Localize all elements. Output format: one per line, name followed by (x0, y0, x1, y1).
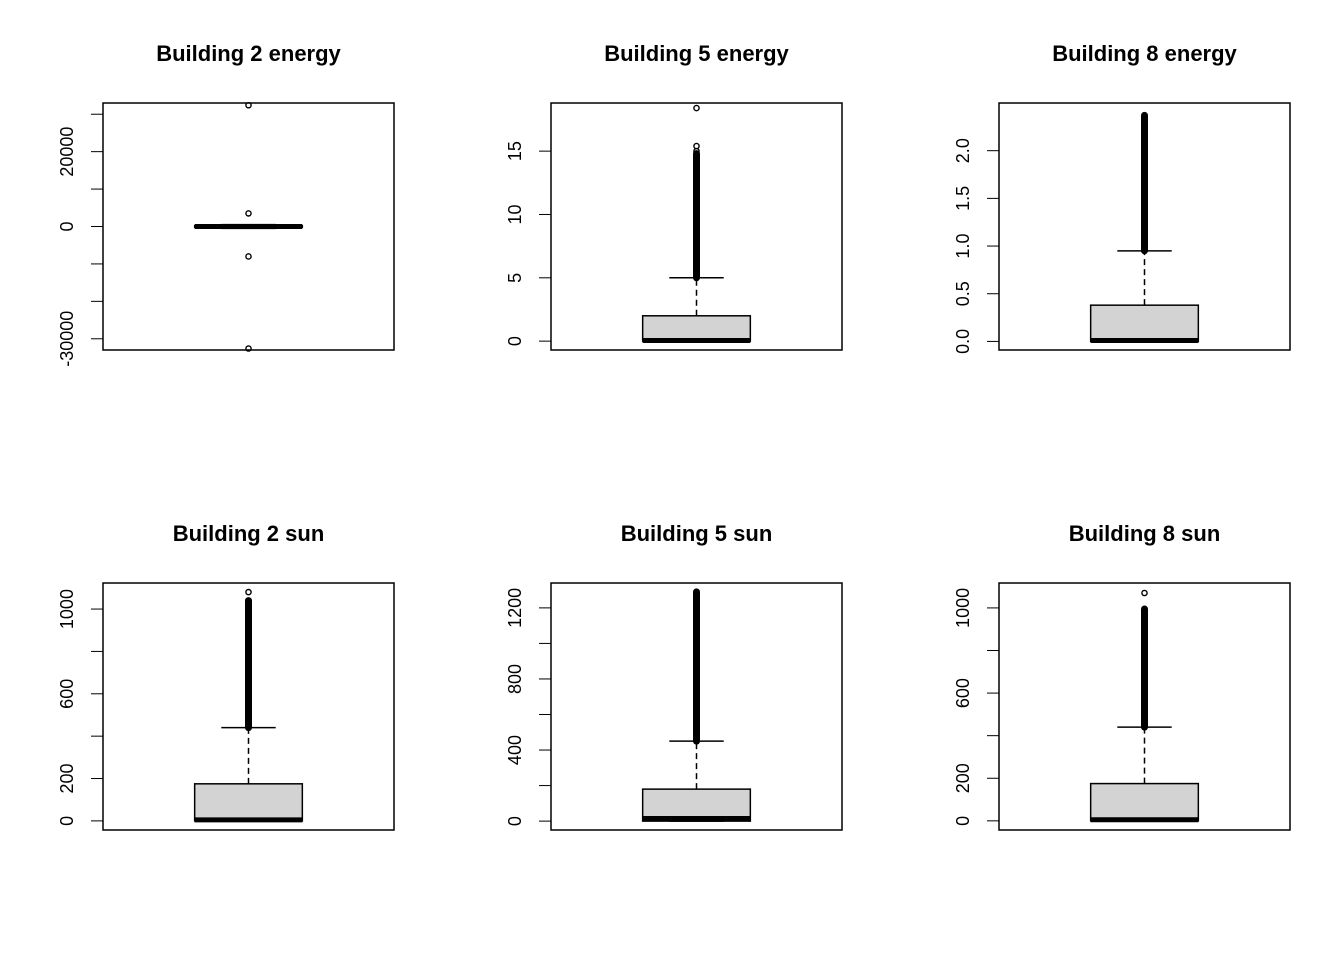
panel-title: Building 5 energy (604, 41, 789, 66)
y-tick-label: 1000 (953, 588, 973, 628)
y-tick-label: 200 (57, 764, 77, 794)
y-tick-label: 1000 (57, 589, 77, 629)
y-tick-label: 2.0 (953, 138, 973, 163)
outlier-point (693, 142, 700, 150)
boxplot-panel: Building 5 sun 0 400 800 1200 (505, 521, 843, 831)
boxplot-panel: Building 8 energy 0.0 0.5 1.0 1.5 2.0 (953, 41, 1291, 354)
y-tick-label: 1200 (505, 588, 525, 628)
boxplot-panel: Building 8 sun 0 200 600 1000 (953, 521, 1291, 831)
plot-frame (998, 102, 1291, 351)
outlier-point (693, 104, 700, 112)
y-tick-label: 200 (953, 763, 973, 793)
plot-frame (102, 102, 395, 351)
plot-frame (550, 582, 843, 831)
panel-title: Building 8 sun (1069, 521, 1221, 546)
box (193, 783, 304, 822)
y-tick-label: 0.0 (953, 329, 973, 354)
y-tick-label: 0 (953, 816, 973, 826)
outlier-point (245, 253, 252, 260)
y-tick-label: 0 (57, 221, 77, 231)
box (641, 788, 752, 822)
plot-frame (550, 102, 843, 351)
y-tick-label: 1.5 (953, 186, 973, 211)
y-tick-label: 400 (505, 735, 525, 765)
y-tick-label: 0 (505, 336, 525, 346)
y-tick-label: 600 (953, 678, 973, 708)
outlier-point (245, 588, 252, 596)
y-tick-label: 0.5 (953, 281, 973, 306)
outlier-point (245, 210, 252, 217)
boxplot-panel: Building 5 energy 0 5 10 15 (505, 41, 843, 351)
box (641, 315, 752, 342)
panel-title: Building 2 energy (156, 41, 341, 66)
y-tick-label: 15 (505, 141, 525, 161)
y-tick-label: 1.0 (953, 234, 973, 259)
y-tick-label: 800 (505, 664, 525, 694)
y-tick-label: 600 (57, 679, 77, 709)
plot-frame (102, 582, 395, 831)
panel-title: Building 8 energy (1052, 41, 1237, 66)
box (1089, 304, 1200, 343)
y-tick-label: 0 (505, 816, 525, 826)
y-tick-label: 10 (505, 204, 525, 224)
boxplot-panel: Building 2 sun 0 200 600 1000 (57, 521, 395, 831)
panel-title: Building 5 sun (621, 521, 773, 546)
outlier-point (1141, 589, 1148, 597)
box (1089, 782, 1200, 822)
plot-frame (998, 582, 1291, 831)
boxplot-panel: Building 2 energy -30000 0 20000 (57, 41, 395, 367)
y-tick-label: -30000 (57, 311, 77, 367)
panel-title: Building 2 sun (173, 521, 325, 546)
y-tick-label: 0 (57, 816, 77, 826)
y-tick-label: 20000 (57, 127, 77, 177)
y-tick-label: 5 (505, 273, 525, 283)
outlier-point (245, 345, 252, 352)
